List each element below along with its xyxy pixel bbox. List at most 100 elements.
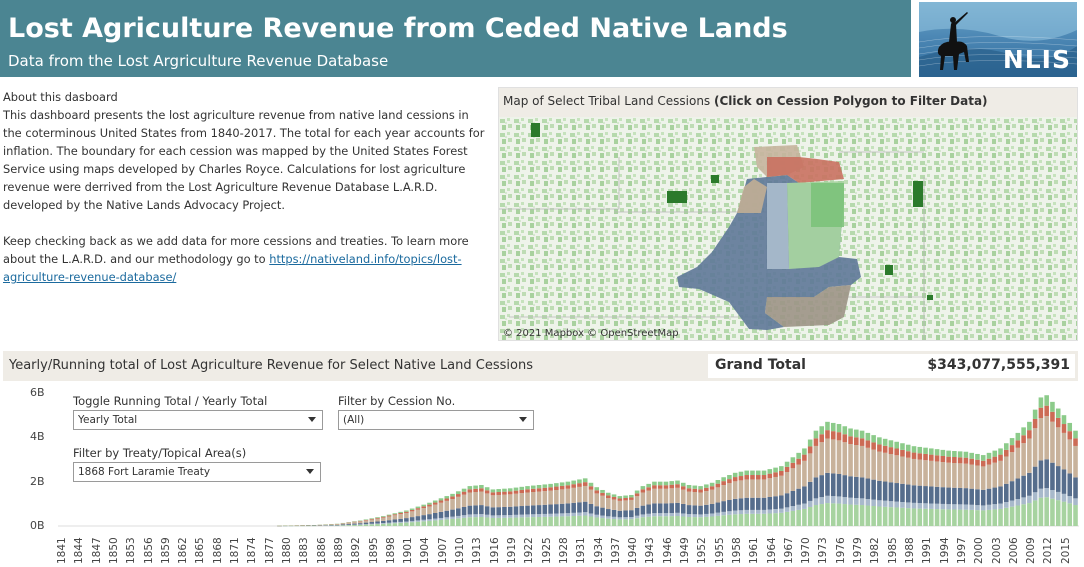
bar-segment-1940-0[interactable] (629, 519, 634, 526)
bar-segment-1906-2[interactable] (432, 513, 438, 519)
bar-segment-2014-3[interactable] (1055, 427, 1061, 467)
bar-segment-2006-1[interactable] (1009, 500, 1015, 507)
bar-segment-1993-0[interactable] (934, 509, 940, 526)
bar-segment-1991-3[interactable] (923, 460, 928, 487)
bar-segment-1926-0[interactable] (548, 516, 553, 526)
bar-segment-1905-4[interactable] (427, 504, 432, 507)
bar-segment-1956-0[interactable] (721, 515, 726, 526)
bar-segment-1972-1[interactable] (813, 498, 819, 506)
bar-segment-1899-3[interactable] (392, 515, 398, 520)
bar-segment-1924-5[interactable] (536, 484, 542, 489)
bar-segment-1993-2[interactable] (934, 486, 940, 504)
bar-segment-1936-3[interactable] (605, 498, 611, 510)
bar-segment-1898-2[interactable] (386, 520, 392, 523)
bar-segment-1967-3[interactable] (784, 472, 790, 494)
bar-segment-1926-1[interactable] (548, 513, 553, 517)
bar-segment-1966-4[interactable] (779, 470, 784, 476)
bar-segment-1891-0[interactable] (346, 525, 351, 526)
bar-segment-1981-3[interactable] (865, 447, 871, 479)
bar-segment-1966-0[interactable] (779, 512, 784, 526)
bar-segment-1890-2[interactable] (340, 524, 346, 526)
bar-segment-1994-0[interactable] (940, 509, 946, 526)
bar-segment-2007-0[interactable] (1015, 505, 1021, 526)
bar-segment-1917-1[interactable] (496, 515, 501, 518)
bar-segment-1986-3[interactable] (894, 455, 899, 484)
bar-segment-2004-4[interactable] (998, 454, 1003, 461)
bar-segment-1949-3[interactable] (680, 489, 686, 504)
bar-segment-1977-0[interactable] (842, 504, 848, 526)
bar-segment-1916-5[interactable] (490, 489, 496, 493)
bar-segment-1962-5[interactable] (755, 470, 761, 476)
bar-segment-1982-1[interactable] (871, 499, 876, 506)
bar-segment-1976-4[interactable] (836, 432, 842, 441)
bar-segment-1998-2[interactable] (963, 488, 969, 505)
bar-segment-1927-5[interactable] (554, 483, 559, 487)
bar-segment-1948-2[interactable] (675, 502, 680, 513)
bar-segment-1994-4[interactable] (940, 455, 946, 463)
cession-map[interactable]: © 2021 Mapbox © OpenStreetMap (499, 117, 1077, 340)
bar-segment-2012-5[interactable] (1044, 395, 1049, 406)
bar-segment-1972-0[interactable] (813, 505, 819, 526)
bar-segment-1897-0[interactable] (381, 523, 386, 526)
bar-segment-2017-3[interactable] (1073, 445, 1078, 478)
bar-segment-2003-4[interactable] (992, 456, 998, 463)
bar-segment-1967-1[interactable] (784, 507, 790, 512)
bar-segment-1982-5[interactable] (871, 435, 876, 443)
bar-segment-1983-1[interactable] (877, 500, 882, 507)
bar-segment-2015-0[interactable] (1061, 501, 1067, 526)
bar-segment-1945-3[interactable] (657, 488, 663, 504)
bar-segment-1945-5[interactable] (657, 481, 663, 486)
bar-segment-1909-3[interactable] (450, 499, 455, 510)
bar-segment-1945-1[interactable] (657, 513, 663, 517)
bar-segment-1956-1[interactable] (721, 511, 726, 516)
bar-segment-2002-3[interactable] (986, 464, 992, 489)
bar-segment-2001-0[interactable] (980, 510, 986, 526)
bar-segment-1966-1[interactable] (779, 508, 784, 513)
bar-segment-1892-0[interactable] (352, 524, 357, 526)
bar-segment-1990-0[interactable] (917, 508, 923, 526)
bar-segment-1912-3[interactable] (467, 492, 473, 506)
bar-segment-1976-0[interactable] (836, 503, 842, 526)
bar-segment-1944-2[interactable] (652, 503, 657, 514)
bar-segment-1958-4[interactable] (732, 477, 738, 482)
bar-segment-1927-2[interactable] (554, 504, 559, 514)
bar-segment-1912-5[interactable] (467, 486, 473, 490)
bar-segment-1939-2[interactable] (623, 510, 628, 518)
bar-segment-1954-2[interactable] (709, 503, 715, 514)
bar-segment-1974-2[interactable] (825, 472, 830, 496)
bar-segment-2008-4[interactable] (1021, 435, 1026, 444)
bar-segment-1998-5[interactable] (963, 451, 969, 458)
bar-segment-1994-1[interactable] (940, 503, 946, 510)
bar-segment-1980-0[interactable] (859, 505, 865, 526)
bar-segment-1947-2[interactable] (669, 503, 675, 513)
bar-segment-1919-5[interactable] (507, 488, 513, 492)
bar-segment-1964-1[interactable] (767, 509, 773, 514)
bar-segment-1961-1[interactable] (750, 509, 755, 514)
bar-segment-1993-1[interactable] (934, 503, 940, 510)
bar-segment-1960-4[interactable] (744, 475, 750, 480)
bar-segment-1941-0[interactable] (634, 518, 640, 526)
bar-segment-1899-4[interactable] (392, 514, 398, 516)
bar-segment-1892-3[interactable] (352, 522, 357, 524)
bar-segment-1996-3[interactable] (952, 463, 957, 488)
bar-segment-1952-0[interactable] (698, 517, 703, 526)
bar-segment-1941-5[interactable] (634, 490, 640, 494)
bar-segment-1962-0[interactable] (755, 513, 761, 526)
bar-segment-1920-0[interactable] (513, 517, 519, 526)
bar-segment-1950-5[interactable] (686, 484, 692, 489)
bar-segment-2000-1[interactable] (975, 505, 980, 511)
bar-segment-1898-1[interactable] (386, 522, 392, 524)
bar-segment-2013-3[interactable] (1050, 421, 1055, 463)
bar-segment-1958-0[interactable] (732, 514, 738, 526)
bar-segment-1898-3[interactable] (386, 516, 392, 521)
bar-segment-2015-5[interactable] (1061, 415, 1067, 425)
bar-segment-1983-2[interactable] (877, 480, 882, 501)
bar-segment-1974-1[interactable] (825, 495, 830, 504)
bar-segment-1941-3[interactable] (634, 496, 640, 508)
bar-segment-2016-3[interactable] (1067, 439, 1073, 474)
bar-segment-1912-1[interactable] (467, 514, 473, 518)
revenue-bars[interactable] (0, 382, 1084, 532)
bar-segment-1947-0[interactable] (669, 516, 675, 526)
bar-segment-1972-4[interactable] (813, 438, 819, 446)
bar-segment-2009-4[interactable] (1027, 430, 1032, 439)
